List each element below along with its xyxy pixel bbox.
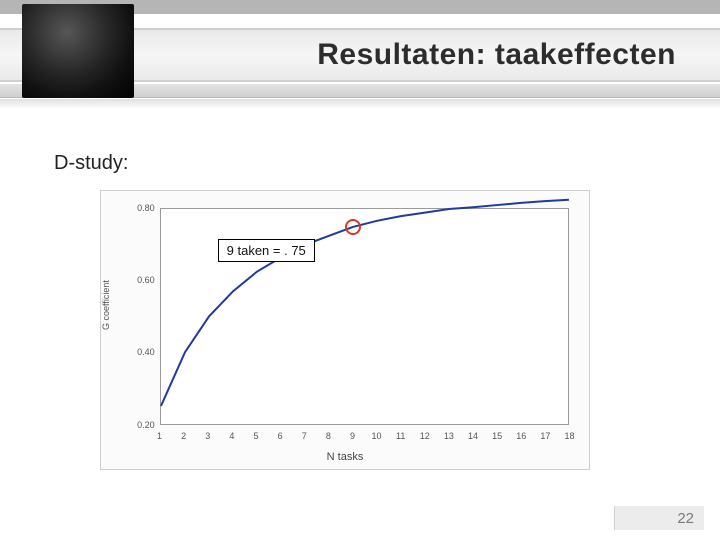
chart-xtick: 8 <box>326 431 331 441</box>
chart-xlabel: N tasks <box>101 451 589 463</box>
header-shadow <box>0 99 720 109</box>
chart-xtick: 13 <box>444 431 454 441</box>
chart-xtick: 17 <box>540 431 550 441</box>
slide-subtitle: D-study: <box>54 152 128 175</box>
chart-xtick: 14 <box>468 431 478 441</box>
chart-xtick: 7 <box>302 431 307 441</box>
chart-ytick: 0.60 <box>125 275 155 285</box>
chart-ytick: 0.40 <box>125 347 155 357</box>
chart-xtick: 16 <box>516 431 526 441</box>
chart-xtick: 18 <box>564 431 574 441</box>
chart-series-line <box>161 199 569 405</box>
chart-xtick: 5 <box>253 431 258 441</box>
page-number: 22 <box>677 510 694 527</box>
header: Resultaten: taakeffecten <box>0 0 720 108</box>
chart-xtick: 12 <box>420 431 430 441</box>
chart-xtick: 10 <box>372 431 382 441</box>
chart-highlight-circle <box>345 219 361 235</box>
slide: Resultaten: taakeffecten D-study: G coef… <box>0 0 720 540</box>
chart-xtick: 1 <box>157 431 162 441</box>
chart-xtick: 4 <box>229 431 234 441</box>
chart-plot-area: 9 taken = . 75 <box>160 208 570 425</box>
chart-xtick: 2 <box>181 431 186 441</box>
chart-xtick: 9 <box>350 431 355 441</box>
chart-ytick: 0.20 <box>125 420 155 430</box>
chart-annotation: 9 taken = . 75 <box>218 239 315 262</box>
chart-xtick: 6 <box>278 431 283 441</box>
chart-ytick: 0.80 <box>125 203 155 213</box>
chart-xtick: 15 <box>492 431 502 441</box>
slide-title: Resultaten: taakeffecten <box>0 38 700 72</box>
chart-xtick: 3 <box>205 431 210 441</box>
chart-xtick: 11 <box>396 431 405 441</box>
g-coefficient-chart: G coefficient 9 taken = . 75 N tasks 0.2… <box>100 190 590 470</box>
chart-ylabel: G coefficient <box>101 280 111 330</box>
